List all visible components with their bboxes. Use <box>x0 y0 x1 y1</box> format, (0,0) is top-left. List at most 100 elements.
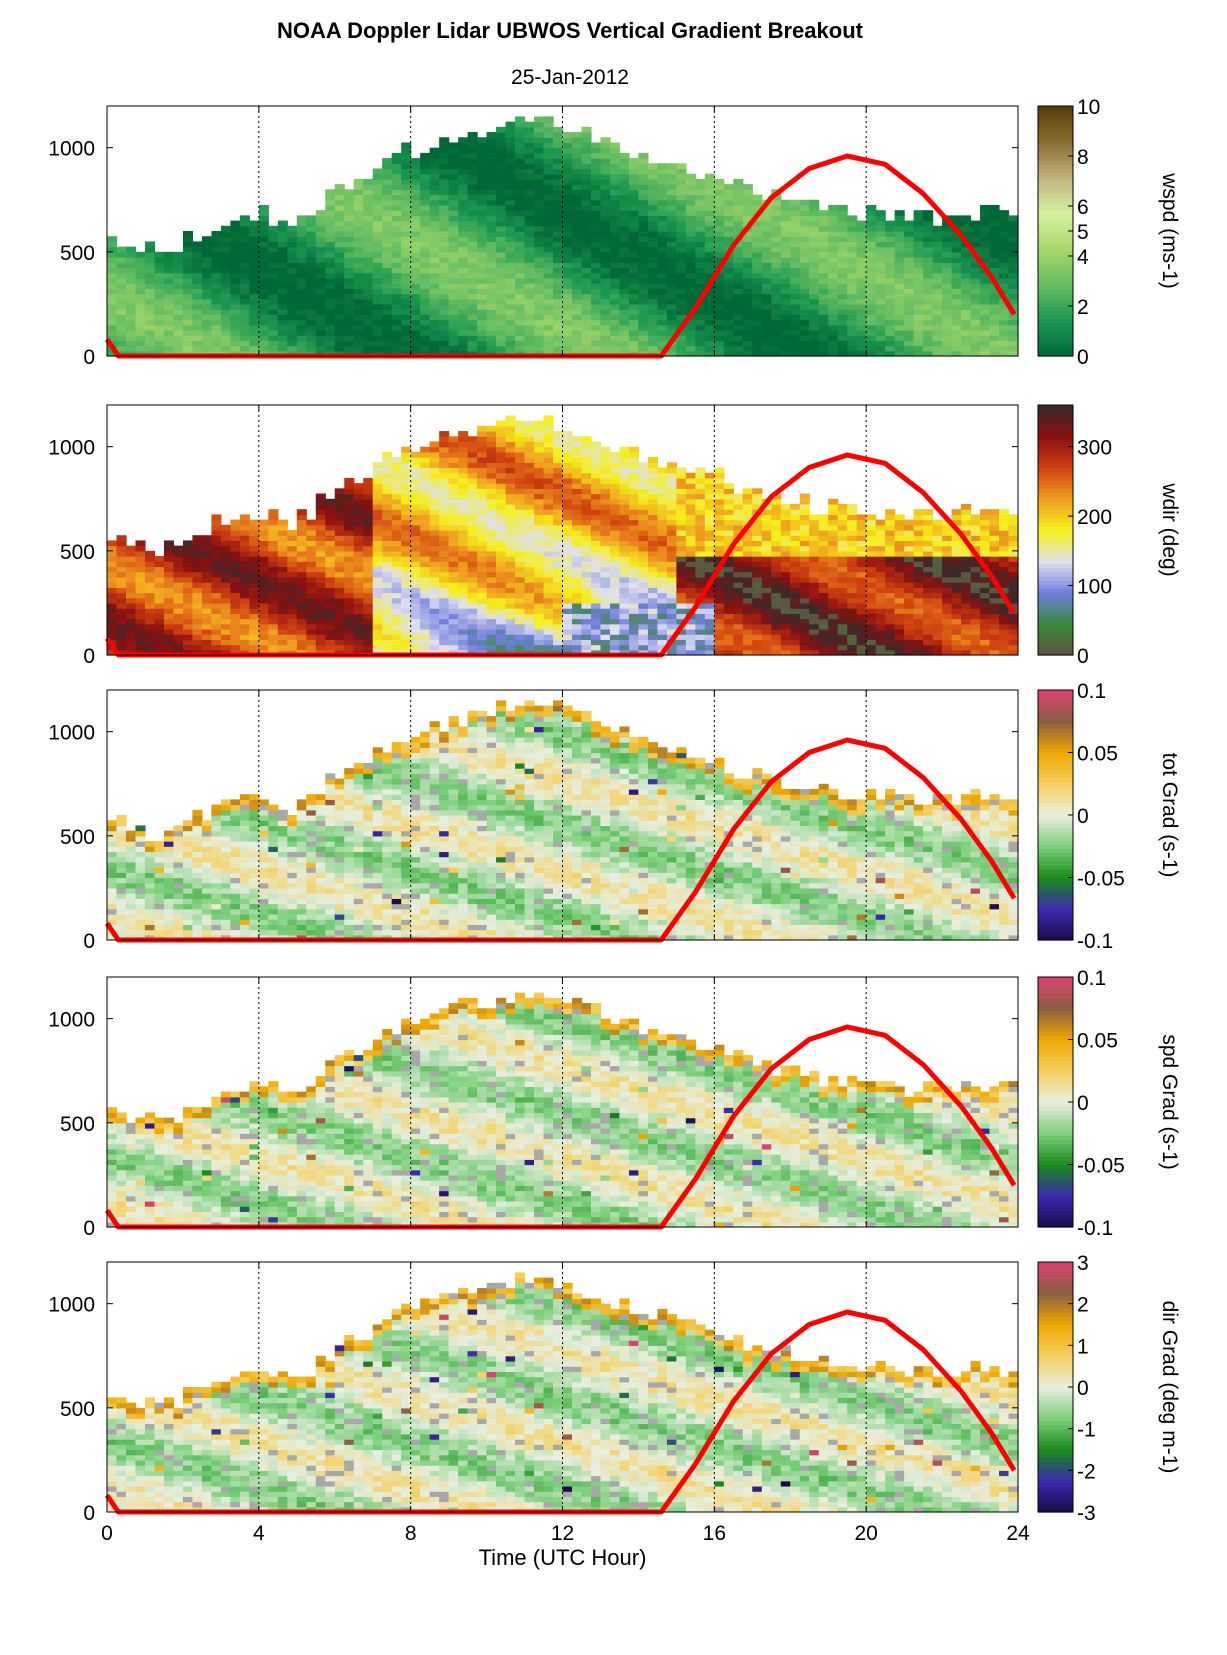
heatmap-cell <box>239 257 250 263</box>
heatmap-cell <box>600 509 611 515</box>
heatmap-cell <box>970 303 981 310</box>
heatmap-cell <box>306 618 317 625</box>
heatmap-cell <box>676 246 687 253</box>
heatmap-cell <box>277 251 288 258</box>
heatmap-cell <box>391 314 402 321</box>
heatmap-cell <box>562 597 573 604</box>
heatmap-cell <box>534 220 545 227</box>
heatmap-cell <box>429 462 440 469</box>
heatmap-cell <box>515 477 526 484</box>
heatmap-cell <box>277 319 288 326</box>
heatmap-cell <box>913 272 924 279</box>
heatmap-cell <box>676 314 687 321</box>
heatmap-cell <box>192 613 203 620</box>
heatmap-cell <box>894 309 905 315</box>
heatmap-cell <box>363 303 374 310</box>
heatmap-cell <box>268 613 279 620</box>
heatmap-cell <box>505 298 516 305</box>
heatmap-cell <box>875 324 886 331</box>
heatmap-cell <box>581 319 592 326</box>
heatmap-cell <box>201 618 212 625</box>
heatmap-cell <box>590 457 602 463</box>
heatmap-cell <box>818 267 829 274</box>
heatmap-cell <box>809 298 820 305</box>
heatmap-cell <box>220 267 231 274</box>
heatmap-cell <box>581 204 592 211</box>
heatmap-cell <box>382 340 393 347</box>
heatmap-cell <box>144 246 156 253</box>
heatmap-cell <box>581 634 592 640</box>
heatmap-cell <box>173 613 184 620</box>
heatmap-cell <box>809 345 820 352</box>
heatmap-cell <box>496 483 507 489</box>
heatmap-cell <box>477 158 488 164</box>
heatmap-cell <box>553 446 564 453</box>
heatmap-cell <box>135 587 146 594</box>
heatmap-cell <box>401 204 412 211</box>
heatmap-cell <box>780 225 791 232</box>
heatmap-cell <box>980 329 991 336</box>
heatmap-cell <box>496 152 507 159</box>
heatmap-cell <box>439 319 450 326</box>
heatmap-cell <box>571 220 583 227</box>
heatmap-cell <box>600 277 611 284</box>
heatmap-cell <box>201 309 212 315</box>
heatmap-cell <box>477 431 488 437</box>
heatmap-cell <box>363 324 374 331</box>
heatmap-cell <box>334 524 345 531</box>
heatmap-cell <box>344 602 355 609</box>
heatmap-cell <box>439 147 450 154</box>
heatmap-cell <box>125 257 137 263</box>
heatmap-cell <box>524 540 535 547</box>
heatmap-cell <box>439 597 450 604</box>
heatmap-cell <box>107 288 118 295</box>
heatmap-cell <box>277 314 288 321</box>
heatmap-cell <box>391 345 402 352</box>
heatmap-cell <box>980 210 991 216</box>
heatmap-cell <box>107 613 118 620</box>
heatmap-cell <box>192 597 203 604</box>
heatmap-cell <box>249 545 260 552</box>
heatmap-cell <box>695 303 706 310</box>
heatmap-cell <box>553 293 564 300</box>
heatmap-cell <box>107 257 118 263</box>
heatmap-cell <box>989 257 1000 263</box>
heatmap-cell <box>344 493 355 500</box>
heatmap-cell <box>666 309 677 315</box>
heatmap-cell <box>638 220 649 227</box>
heatmap-cell <box>524 597 535 604</box>
heatmap-cell <box>192 288 203 295</box>
heatmap-cell <box>391 309 402 315</box>
heatmap-cell <box>628 288 640 295</box>
heatmap-cell <box>676 215 687 222</box>
heatmap-cell <box>505 493 516 500</box>
heatmap-cell <box>287 602 298 609</box>
heatmap-cell <box>382 194 393 201</box>
heatmap-cell <box>296 540 307 547</box>
heatmap-cell <box>334 571 345 578</box>
heatmap-cell <box>609 329 621 336</box>
heatmap-cell <box>553 503 564 510</box>
heatmap-cell <box>107 597 118 604</box>
heatmap-cell <box>448 277 459 284</box>
heatmap-cell <box>581 241 592 248</box>
heatmap-cell <box>458 288 469 295</box>
heatmap-cell <box>448 293 459 300</box>
heatmap-cell <box>923 345 934 352</box>
heatmap-cell <box>486 210 497 216</box>
heatmap-cell <box>847 303 858 310</box>
heatmap-cell <box>458 571 469 578</box>
heatmap-cell <box>401 493 412 500</box>
heatmap-cell <box>571 446 583 453</box>
heatmap-cell <box>439 623 450 630</box>
heatmap-cell <box>515 571 526 578</box>
heatmap-cell <box>420 158 431 164</box>
heatmap-cell <box>534 215 545 222</box>
heatmap-cell <box>220 592 231 599</box>
heatmap-cell <box>363 340 374 347</box>
heatmap-cell <box>334 293 345 300</box>
heatmap-cell <box>685 173 696 180</box>
heatmap-cell <box>353 488 364 495</box>
heatmap-cell <box>363 597 374 604</box>
heatmap-cell <box>515 283 526 289</box>
